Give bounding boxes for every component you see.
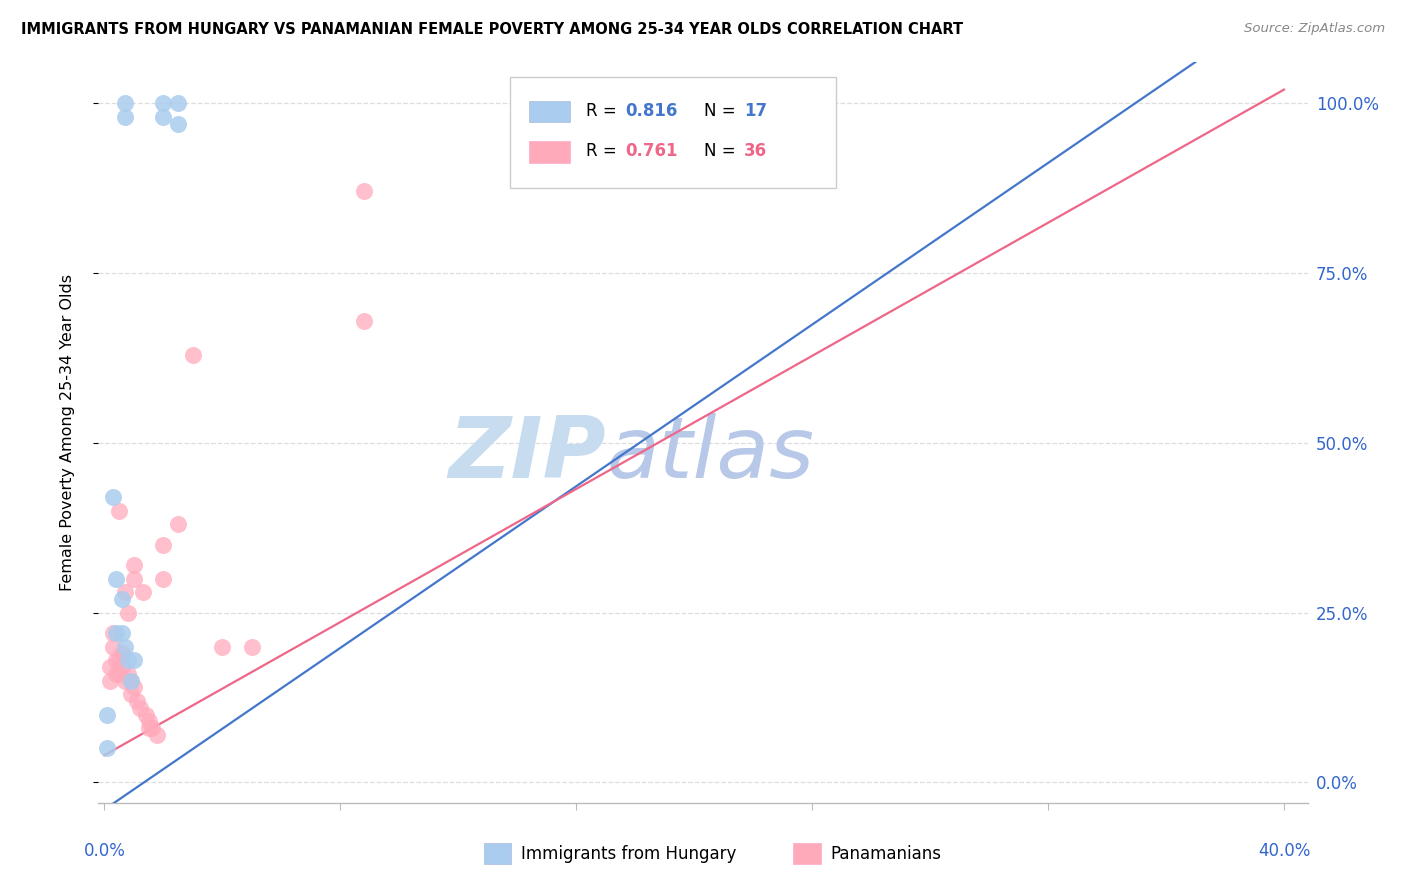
Point bbox=[122, 653, 145, 667]
Text: N =: N = bbox=[704, 102, 741, 120]
Y-axis label: Female Poverty Among 25-34 Year Olds: Female Poverty Among 25-34 Year Olds bbox=[60, 274, 75, 591]
Point bbox=[141, 721, 163, 735]
Point bbox=[128, 700, 150, 714]
Point bbox=[117, 606, 139, 620]
Point bbox=[353, 313, 375, 327]
Point bbox=[152, 572, 174, 586]
Point bbox=[111, 626, 134, 640]
Point bbox=[167, 517, 190, 532]
Point bbox=[105, 653, 128, 667]
Point bbox=[122, 558, 145, 572]
Point bbox=[167, 117, 190, 131]
Point bbox=[353, 185, 375, 199]
Point bbox=[101, 490, 124, 504]
Point bbox=[138, 721, 160, 735]
Point bbox=[98, 660, 121, 674]
Point bbox=[181, 347, 204, 361]
Point bbox=[120, 687, 142, 701]
Point bbox=[114, 96, 136, 111]
Point bbox=[96, 741, 118, 756]
Text: Immigrants from Hungary: Immigrants from Hungary bbox=[522, 845, 737, 863]
Point bbox=[120, 673, 142, 688]
Point bbox=[117, 666, 139, 681]
Point bbox=[131, 585, 153, 599]
Text: R =: R = bbox=[586, 143, 621, 161]
Point bbox=[111, 646, 134, 660]
Point bbox=[146, 728, 169, 742]
Point bbox=[114, 110, 136, 124]
Point bbox=[211, 640, 233, 654]
FancyBboxPatch shape bbox=[529, 101, 569, 122]
Point bbox=[122, 681, 145, 695]
Point bbox=[101, 626, 124, 640]
Text: 0.816: 0.816 bbox=[626, 102, 678, 120]
Text: 40.0%: 40.0% bbox=[1258, 842, 1310, 860]
FancyBboxPatch shape bbox=[529, 142, 569, 163]
Text: Panamanians: Panamanians bbox=[831, 845, 942, 863]
Point bbox=[114, 673, 136, 688]
Point bbox=[108, 653, 131, 667]
Point bbox=[114, 585, 136, 599]
Text: R =: R = bbox=[586, 102, 621, 120]
Text: atlas: atlas bbox=[606, 413, 814, 496]
Point bbox=[101, 640, 124, 654]
Point bbox=[135, 707, 157, 722]
Text: Source: ZipAtlas.com: Source: ZipAtlas.com bbox=[1244, 22, 1385, 36]
Point bbox=[117, 653, 139, 667]
Point bbox=[167, 96, 190, 111]
Text: 36: 36 bbox=[744, 143, 768, 161]
Point bbox=[111, 592, 134, 607]
Point bbox=[152, 538, 174, 552]
Text: N =: N = bbox=[704, 143, 741, 161]
Text: 0.761: 0.761 bbox=[626, 143, 678, 161]
Point bbox=[105, 572, 128, 586]
Point bbox=[120, 673, 142, 688]
Point bbox=[152, 96, 174, 111]
FancyBboxPatch shape bbox=[793, 843, 821, 864]
Point bbox=[111, 660, 134, 674]
Text: 17: 17 bbox=[744, 102, 768, 120]
Point bbox=[122, 572, 145, 586]
FancyBboxPatch shape bbox=[509, 78, 837, 188]
Point bbox=[98, 673, 121, 688]
Point bbox=[105, 666, 128, 681]
Text: IMMIGRANTS FROM HUNGARY VS PANAMANIAN FEMALE POVERTY AMONG 25-34 YEAR OLDS CORRE: IMMIGRANTS FROM HUNGARY VS PANAMANIAN FE… bbox=[21, 22, 963, 37]
Point bbox=[152, 110, 174, 124]
Point bbox=[96, 707, 118, 722]
Point bbox=[125, 694, 148, 708]
FancyBboxPatch shape bbox=[484, 843, 512, 864]
Point bbox=[240, 640, 263, 654]
Point bbox=[105, 626, 128, 640]
Text: ZIP: ZIP bbox=[449, 413, 606, 496]
Point bbox=[138, 714, 160, 729]
Point bbox=[108, 666, 131, 681]
Text: 0.0%: 0.0% bbox=[83, 842, 125, 860]
Point bbox=[108, 504, 131, 518]
Point bbox=[114, 640, 136, 654]
